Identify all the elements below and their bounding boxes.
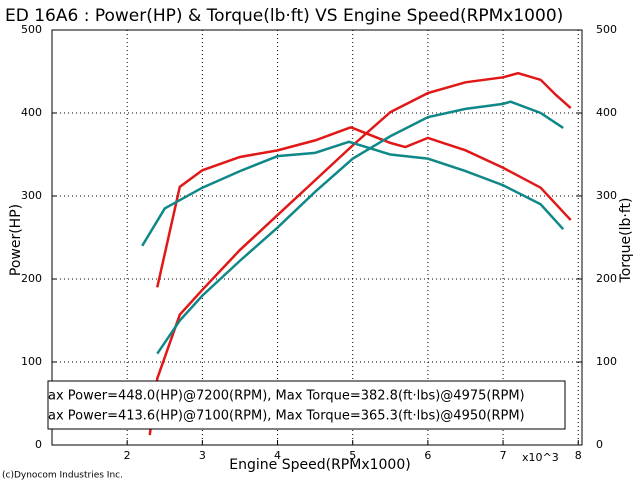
x-tick-label: 2 (124, 449, 131, 462)
y2-tick-label: 0 (596, 438, 603, 451)
y2-tick-label: 100 (596, 355, 617, 368)
x-tick-label: 3 (199, 449, 206, 462)
power-line (148, 71, 572, 436)
x-tick-label: 4 (274, 449, 281, 462)
y2-tick-label: 500 (596, 23, 617, 36)
x-axis-label: Engine Speed(RPMx1000) (229, 457, 410, 473)
torque-line (141, 140, 565, 247)
y2-axis-label: Torque(lb·ft) (618, 198, 634, 284)
x-multiplier: x10^3 (522, 451, 559, 464)
y-tick-label: 100 (21, 355, 42, 368)
y2-tick-label: 400 (596, 106, 617, 119)
x-tick-label: 6 (424, 449, 431, 462)
x-tick-label: 8 (575, 449, 582, 462)
y-tick-label: 0 (35, 438, 42, 451)
x-tick-label: 7 (500, 449, 507, 462)
x-tick-label: 5 (349, 449, 356, 462)
torque-line (156, 125, 572, 288)
y-tick-label: 200 (21, 272, 42, 285)
y2-tick-label: 200 (596, 272, 617, 285)
y-tick-label: 500 (21, 23, 42, 36)
y-axis-label: Power(HP) (8, 204, 24, 276)
legend-entry: ax Power=413.6(HP)@7100(RPM), Max Torque… (48, 409, 525, 424)
chart-title: ED 16A6 : Power(HP) & Torque(lb·ft) VS E… (5, 6, 563, 26)
legend-box (47, 380, 566, 430)
legend-entry: ax Power=448.0(HP)@7200(RPM), Max Torque… (48, 389, 525, 404)
credit: (c)Dynocom Industries Inc. (2, 471, 123, 480)
y-tick-label: 400 (21, 106, 42, 119)
y-tick-label: 300 (21, 189, 42, 202)
y2-tick-label: 300 (596, 189, 617, 202)
